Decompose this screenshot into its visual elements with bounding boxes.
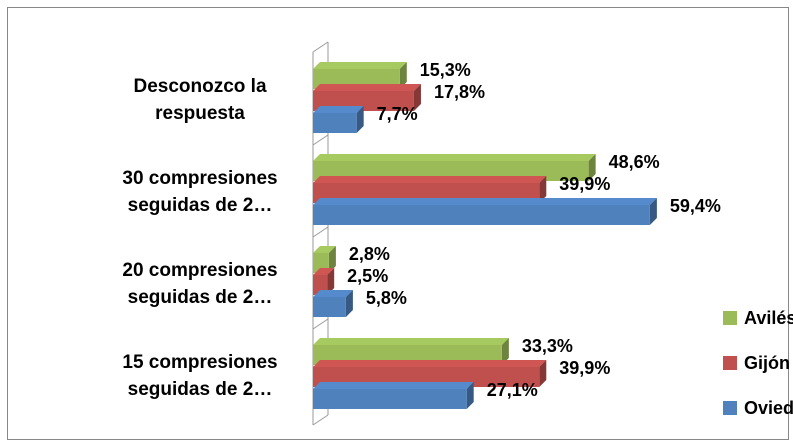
bar-side (588, 154, 596, 181)
value-label: 2,8% (349, 244, 390, 264)
bar-top (313, 84, 421, 91)
bar-side (539, 176, 547, 203)
bar-top (313, 268, 335, 275)
legend-swatch (723, 311, 737, 325)
value-label: 39,9% (559, 174, 610, 194)
bar-side (327, 268, 335, 295)
bar-side (356, 106, 364, 133)
category-label: 20 compresiones seguidas de 2… (122, 260, 278, 308)
value-label: 2,5% (347, 266, 388, 286)
bar-side (399, 62, 407, 89)
category-label: Desconozco la respuesta (133, 76, 267, 124)
bar-top (313, 382, 474, 389)
value-label: 15,3% (420, 60, 471, 80)
legend-swatch (723, 356, 737, 370)
category-label: 30 compresiones seguidas de 2… (122, 168, 278, 216)
legend-label: Avilés (744, 308, 793, 328)
bar-side (501, 338, 509, 365)
bar-top (313, 246, 336, 253)
value-label: 39,9% (559, 358, 610, 378)
bar-side (466, 382, 474, 409)
chart-border (7, 7, 789, 440)
bar-top (313, 62, 407, 69)
category-label: 15 compresiones seguidas de 2… (122, 352, 278, 400)
value-label: 33,3% (522, 336, 573, 356)
bar-side (539, 360, 547, 387)
legend-label: Oviedo (744, 398, 793, 418)
value-label: 48,6% (609, 152, 660, 172)
bar-side (413, 84, 421, 111)
value-label: 59,4% (670, 196, 721, 216)
bar-top (313, 198, 657, 205)
value-label: 17,8% (434, 82, 485, 102)
legend-swatch (723, 401, 737, 415)
bar-side (649, 198, 657, 225)
value-label: 5,8% (366, 288, 407, 308)
bar (313, 389, 467, 409)
bar (313, 297, 346, 317)
bar-top (313, 290, 353, 297)
bar (313, 205, 650, 225)
value-label: 7,7% (377, 104, 418, 124)
value-label: 27,1% (487, 380, 538, 400)
bar-side (345, 290, 353, 317)
bar-side (328, 246, 336, 273)
bar-top (313, 176, 547, 183)
legend-label: Gijón (744, 353, 790, 373)
bar-top (313, 360, 547, 367)
bar-top (313, 338, 509, 345)
bar-top (313, 154, 596, 161)
bar (313, 113, 357, 133)
bar-top (313, 106, 364, 113)
